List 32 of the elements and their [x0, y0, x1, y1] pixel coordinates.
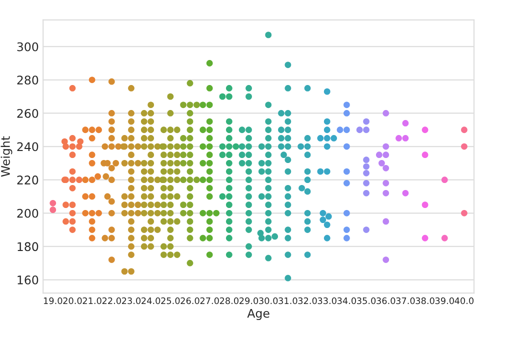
y-tick-label: 260: [17, 108, 38, 118]
x-tick-label: 38.0: [416, 297, 434, 304]
y-tick-label: 200: [17, 208, 38, 218]
x-tick-label: 35.0: [357, 297, 376, 304]
x-tick-label: 31.0: [278, 297, 298, 304]
x-tick-label: 37.0: [396, 297, 415, 304]
y-tick-label: 220: [17, 176, 38, 184]
x-tick-label: 21.0: [82, 297, 102, 304]
x-tick-label: 39.0: [435, 297, 454, 304]
x-tick-label: 32.0: [298, 297, 317, 304]
x-tick-label: 33.0: [318, 297, 336, 304]
y-tick-label: 280: [17, 76, 38, 85]
y-tick-label: 240: [17, 142, 38, 152]
x-tick-label: 23.0: [122, 297, 141, 304]
x-tick-label: 30.0: [259, 297, 278, 304]
x-tick-label: 29.0: [240, 297, 258, 304]
x-tick-label: 24.0: [142, 297, 160, 304]
y-tick-label: 160: [18, 275, 38, 284]
x-tick-label: 26.0: [180, 297, 200, 304]
x-tick-label: 40.0: [454, 297, 474, 304]
x-tick-label: 27.0: [200, 297, 219, 304]
x-tick-label: 22.0: [102, 297, 121, 304]
y-axis-title: Weight: [0, 136, 12, 177]
x-tick-label: 34.0: [337, 297, 356, 304]
x-tick-label: 20.0: [63, 297, 82, 304]
x-axis-title: Age: [247, 309, 270, 320]
y-tick-label: 180: [18, 242, 38, 252]
x-tick-label: 36.0: [376, 297, 396, 304]
x-tick-label: 19.0: [44, 297, 62, 304]
x-tick-label: 28.0: [220, 297, 238, 304]
y-tick-label: 300: [17, 42, 38, 52]
x-tick-label: 25.0: [161, 297, 180, 304]
